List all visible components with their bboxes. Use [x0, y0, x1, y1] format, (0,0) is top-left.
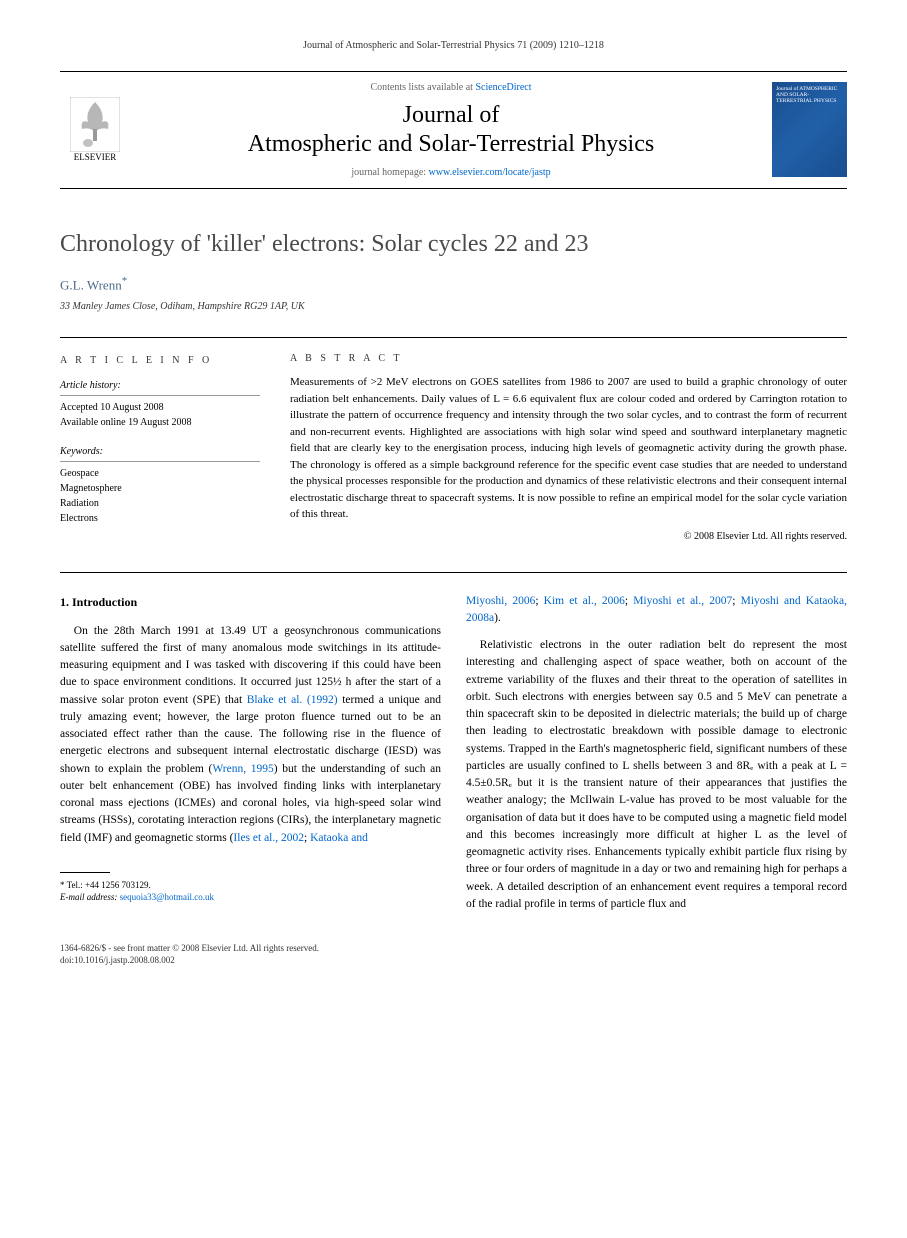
info-abstract-row: A R T I C L E I N F O Article history: A…	[60, 337, 847, 542]
sciencedirect-link[interactable]: ScienceDirect	[475, 82, 531, 93]
footer-copyright: 1364-6826/$ - see front matter © 2008 El…	[60, 943, 847, 955]
footer-doi: doi:10.1016/j.jastp.2008.08.002	[60, 955, 847, 967]
tel-value: +44 1256 703129.	[85, 880, 151, 890]
elsevier-logo: ELSEVIER	[60, 90, 130, 170]
abstract-text: Measurements of >2 MeV electrons on GOES…	[290, 374, 847, 523]
citation-link[interactable]: Blake et al. (1992)	[247, 694, 338, 706]
elsevier-label: ELSEVIER	[74, 152, 117, 162]
affiliation: 33 Manley James Close, Odiham, Hampshire…	[60, 301, 847, 312]
journal-name: Journal of Atmospheric and Solar-Terrest…	[145, 101, 757, 159]
author-line: G.L. Wrenn*	[60, 275, 847, 293]
journal-line1: Journal of	[403, 102, 500, 128]
body-text: ).	[494, 612, 501, 624]
elsevier-tree-icon	[70, 97, 120, 152]
history-heading: Article history:	[60, 378, 260, 396]
body-paragraph: Miyoshi, 2006; Kim et al., 2006; Miyoshi…	[466, 593, 847, 628]
body-text: ;	[625, 595, 633, 607]
citation-link[interactable]: Miyoshi, 2006	[466, 595, 535, 607]
journal-cover-thumb: Journal of ATMOSPHERIC AND SOLAR-TERREST…	[772, 82, 847, 177]
accepted-date: Accepted 10 August 2008	[60, 400, 260, 415]
keyword: Geospace	[60, 466, 260, 481]
contents-prefix: Contents lists available at	[370, 82, 475, 93]
online-date: Available online 19 August 2008	[60, 415, 260, 430]
email-label: E-mail address:	[60, 892, 120, 902]
keyword: Magnetosphere	[60, 481, 260, 496]
abstract-heading: A B S T R A C T	[290, 353, 847, 364]
author-name: G.L. Wrenn	[60, 277, 122, 292]
journal-masthead: ELSEVIER Contents lists available at Sci…	[60, 71, 847, 189]
citation-link[interactable]: Miyoshi et al., 2007	[633, 595, 732, 607]
citation-link[interactable]: Kataoka and	[310, 832, 368, 844]
journal-homepage: journal homepage: www.elsevier.com/locat…	[145, 167, 757, 178]
citation-link[interactable]: Iles et al., 2002	[233, 832, 304, 844]
contents-line: Contents lists available at ScienceDirec…	[145, 82, 757, 93]
email-link[interactable]: sequoia33@hotmail.co.uk	[120, 892, 214, 902]
citation-link[interactable]: Kim et al., 2006	[544, 595, 625, 607]
footnote-separator	[60, 872, 110, 873]
section-number: 1.	[60, 595, 69, 609]
citation-link[interactable]: Wrenn, 1995	[212, 763, 273, 775]
cover-text: Journal of ATMOSPHERIC AND SOLAR-TERREST…	[776, 86, 843, 104]
body-text: ;	[732, 595, 740, 607]
corresponding-footnote: * Tel.: +44 1256 703129. E-mail address:…	[60, 879, 441, 904]
body-text: ;	[535, 595, 543, 607]
section-title: Introduction	[72, 595, 137, 609]
keywords-heading: Keywords:	[60, 444, 260, 462]
body-paragraph: Relativistic electrons in the outer radi…	[466, 637, 847, 913]
corresponding-mark: *	[122, 275, 128, 287]
article-info-heading: A R T I C L E I N F O	[60, 353, 260, 368]
abstract-column: A B S T R A C T Measurements of >2 MeV e…	[290, 353, 847, 542]
body-columns: 1. Introduction On the 28th March 1991 a…	[60, 572, 847, 924]
tel-label: * Tel.:	[60, 880, 85, 890]
keyword: Radiation	[60, 496, 260, 511]
running-head: Journal of Atmospheric and Solar-Terrest…	[60, 40, 847, 51]
page-footer: 1364-6826/$ - see front matter © 2008 El…	[60, 943, 847, 966]
homepage-link[interactable]: www.elsevier.com/locate/jastp	[429, 167, 551, 178]
abstract-copyright: © 2008 Elsevier Ltd. All rights reserved…	[290, 531, 847, 542]
section-heading: 1. Introduction	[60, 593, 441, 611]
body-column-right: Miyoshi, 2006; Kim et al., 2006; Miyoshi…	[466, 593, 847, 924]
masthead-center: Contents lists available at ScienceDirec…	[145, 82, 757, 178]
article-info: A R T I C L E I N F O Article history: A…	[60, 353, 260, 542]
body-paragraph: On the 28th March 1991 at 13.49 UT a geo…	[60, 623, 441, 847]
article-title: Chronology of 'killer' electrons: Solar …	[60, 229, 847, 260]
homepage-prefix: journal homepage:	[351, 167, 428, 178]
body-column-left: 1. Introduction On the 28th March 1991 a…	[60, 593, 441, 924]
keyword: Electrons	[60, 511, 260, 526]
journal-line2: Atmospheric and Solar-Terrestrial Physic…	[248, 131, 654, 157]
